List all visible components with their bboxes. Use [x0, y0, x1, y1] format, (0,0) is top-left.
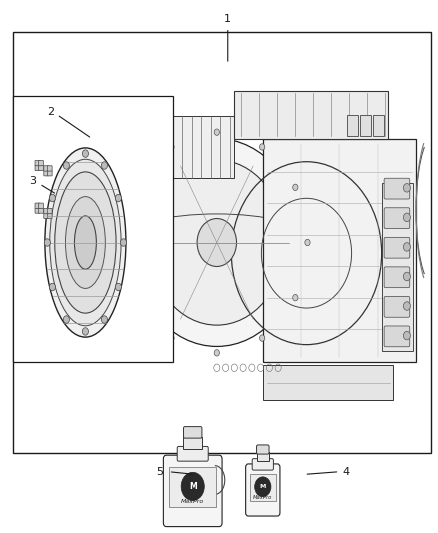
Ellipse shape	[65, 197, 105, 288]
Circle shape	[403, 243, 410, 251]
Text: MaxPro: MaxPro	[181, 499, 205, 504]
Bar	[234, 91, 388, 139]
Circle shape	[305, 239, 310, 246]
Ellipse shape	[74, 216, 96, 269]
FancyBboxPatch shape	[44, 166, 49, 171]
Circle shape	[131, 139, 302, 346]
Text: MaxPro: MaxPro	[253, 495, 272, 500]
FancyBboxPatch shape	[177, 447, 208, 461]
FancyBboxPatch shape	[47, 213, 52, 219]
Circle shape	[293, 184, 298, 190]
FancyBboxPatch shape	[35, 208, 40, 213]
Circle shape	[82, 328, 88, 335]
FancyBboxPatch shape	[184, 426, 202, 438]
FancyBboxPatch shape	[47, 208, 52, 214]
FancyBboxPatch shape	[39, 203, 43, 208]
Circle shape	[49, 283, 56, 290]
Bar	[263, 139, 416, 362]
Circle shape	[101, 316, 107, 323]
Bar	[169, 467, 216, 507]
Circle shape	[169, 335, 174, 341]
Bar	[373, 115, 385, 136]
Circle shape	[181, 472, 204, 500]
FancyBboxPatch shape	[39, 160, 43, 166]
Text: 4: 4	[343, 467, 350, 477]
Circle shape	[149, 160, 285, 325]
Circle shape	[169, 144, 174, 150]
Text: 3: 3	[29, 176, 36, 186]
Text: M: M	[189, 482, 197, 491]
FancyBboxPatch shape	[384, 237, 410, 258]
Bar	[257, 452, 268, 461]
FancyBboxPatch shape	[384, 178, 410, 199]
Ellipse shape	[50, 159, 121, 326]
Circle shape	[115, 283, 121, 290]
FancyBboxPatch shape	[384, 296, 410, 317]
FancyBboxPatch shape	[246, 464, 280, 516]
Circle shape	[214, 129, 219, 135]
Ellipse shape	[55, 172, 116, 313]
Bar	[183, 437, 202, 449]
Bar	[382, 183, 413, 351]
Bar	[13, 96, 173, 362]
Circle shape	[214, 350, 219, 356]
FancyBboxPatch shape	[384, 267, 410, 288]
FancyBboxPatch shape	[44, 208, 49, 214]
Bar	[360, 115, 371, 136]
Bar	[13, 32, 431, 453]
Circle shape	[115, 195, 121, 202]
Circle shape	[403, 302, 410, 310]
Circle shape	[403, 272, 410, 281]
Circle shape	[82, 150, 88, 157]
Circle shape	[259, 335, 265, 341]
Text: 5: 5	[156, 467, 163, 477]
Circle shape	[403, 332, 410, 340]
Circle shape	[136, 294, 141, 301]
FancyBboxPatch shape	[140, 116, 234, 178]
Circle shape	[101, 162, 107, 169]
FancyBboxPatch shape	[44, 213, 49, 219]
Bar	[263, 365, 393, 400]
Circle shape	[64, 162, 70, 169]
FancyBboxPatch shape	[39, 208, 43, 213]
Ellipse shape	[45, 148, 126, 337]
FancyBboxPatch shape	[47, 166, 52, 171]
Circle shape	[120, 239, 127, 246]
FancyBboxPatch shape	[35, 165, 40, 171]
FancyBboxPatch shape	[44, 171, 49, 176]
Circle shape	[136, 184, 141, 190]
FancyBboxPatch shape	[257, 445, 269, 454]
FancyBboxPatch shape	[35, 160, 40, 166]
Circle shape	[124, 239, 129, 246]
Circle shape	[403, 213, 410, 222]
Circle shape	[259, 144, 265, 150]
Circle shape	[49, 195, 56, 202]
FancyBboxPatch shape	[384, 208, 410, 229]
Circle shape	[293, 294, 298, 301]
FancyBboxPatch shape	[163, 455, 222, 527]
Circle shape	[197, 219, 237, 266]
Circle shape	[64, 316, 70, 323]
Circle shape	[403, 183, 410, 192]
FancyBboxPatch shape	[39, 165, 43, 171]
FancyBboxPatch shape	[384, 326, 410, 347]
FancyBboxPatch shape	[47, 171, 52, 176]
FancyBboxPatch shape	[35, 203, 40, 208]
FancyBboxPatch shape	[252, 459, 273, 470]
Text: M: M	[260, 484, 266, 489]
Circle shape	[44, 239, 50, 246]
Circle shape	[254, 477, 271, 497]
Text: 1: 1	[224, 14, 231, 23]
Bar	[250, 474, 276, 502]
Text: 2: 2	[47, 107, 54, 117]
Bar	[347, 115, 358, 136]
